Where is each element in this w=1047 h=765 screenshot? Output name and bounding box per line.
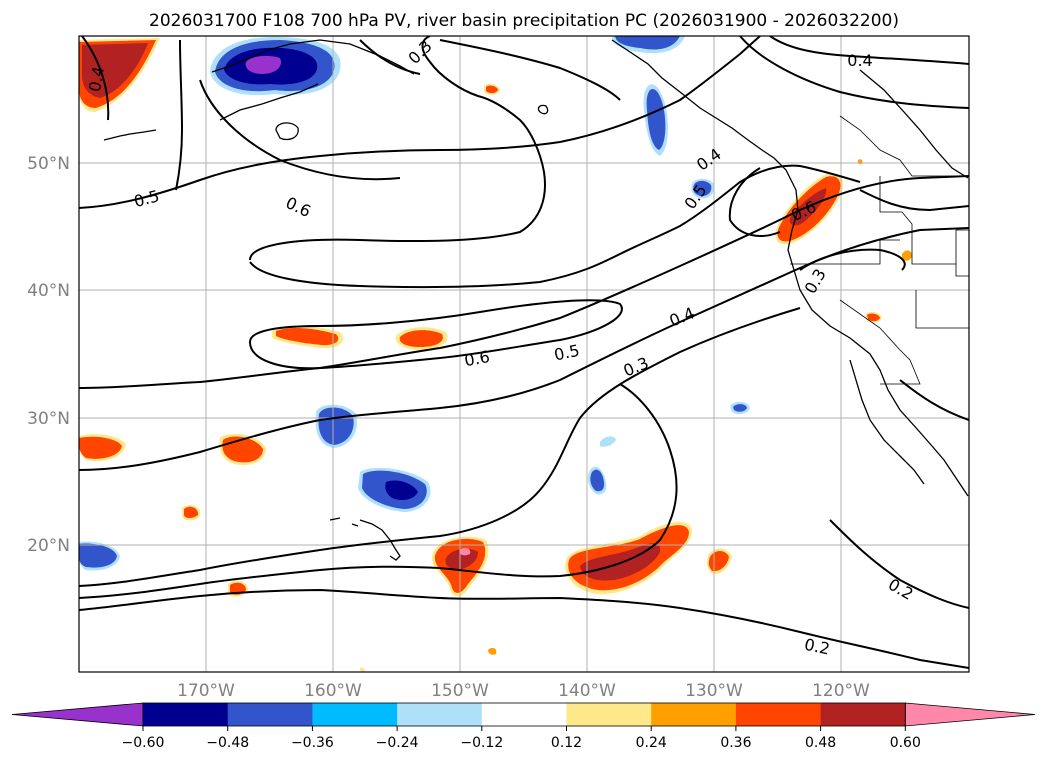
colorbar-cell bbox=[312, 703, 398, 726]
colorbar-frame bbox=[142, 702, 906, 727]
colorbar-tick-label: 0.24 bbox=[636, 735, 667, 751]
colorbar-tick-label: −0.60 bbox=[122, 735, 165, 751]
colorbar-tick-label: 0.48 bbox=[805, 735, 836, 751]
lon-label: 130°W bbox=[685, 681, 743, 701]
coastline-hawaii bbox=[359, 519, 401, 561]
colorbar-tick-label: −0.48 bbox=[206, 735, 249, 751]
map-background bbox=[79, 36, 969, 672]
colorbar-cell bbox=[143, 703, 229, 726]
lat-label: 30°N bbox=[27, 409, 70, 429]
colorbar-over-extension bbox=[904, 702, 1036, 727]
contour-label: 0.4 bbox=[847, 51, 872, 70]
colorbar-cell bbox=[651, 703, 737, 726]
lon-label: 140°W bbox=[558, 681, 616, 701]
lon-label: 160°W bbox=[304, 681, 362, 701]
political-borders bbox=[790, 115, 969, 385]
map-gridlines bbox=[79, 36, 969, 672]
pv-contours bbox=[79, 36, 969, 669]
contour-label: 0.5 bbox=[552, 341, 581, 365]
lon-label: 150°W bbox=[431, 681, 489, 701]
figure-title: 2026031700 F108 700 hPa PV, river basin … bbox=[149, 11, 899, 31]
coastline-alaska bbox=[211, 39, 415, 75]
lat-label: 20°N bbox=[27, 536, 70, 556]
colorbar-tick-label: 0.12 bbox=[551, 735, 582, 751]
colorbar-cell bbox=[735, 703, 822, 726]
colorbar: −0.60 −0.48 −0.36 −0.24 −0.12 0.12 0.24 0.36 0.4… bbox=[11, 702, 1036, 751]
colorbar-tick-label: 0.60 bbox=[890, 735, 921, 751]
colorbar-tick-label: 0.36 bbox=[720, 735, 751, 751]
colorbar-under-extension bbox=[11, 702, 144, 727]
map-panel: 0.4 0.3 0.5 0.6 0.4 0.5 0.6 0.3 0.6 0.5 … bbox=[27, 35, 970, 701]
colorbar-cell bbox=[820, 703, 906, 726]
lat-label: 40°N bbox=[27, 281, 70, 301]
colorbar-tick-label: −0.24 bbox=[376, 735, 419, 751]
colorbar-cell bbox=[227, 703, 313, 726]
coastlines bbox=[103, 39, 969, 561]
contour-label: 0.4 bbox=[85, 65, 108, 93]
map-frame bbox=[78, 35, 970, 673]
contour-label: 0.6 bbox=[463, 347, 491, 370]
longitude-labels: 170°W 160°W 150°W 140°W 130°W 120°W bbox=[177, 681, 870, 701]
colorbar-tick-label: −0.36 bbox=[291, 735, 334, 751]
colorbar-cell bbox=[481, 703, 567, 726]
contour-label: 0.2 bbox=[803, 635, 832, 659]
coastline-west-coast bbox=[611, 39, 969, 497]
colorbar-cell bbox=[566, 703, 652, 726]
lon-label: 120°W bbox=[812, 681, 870, 701]
lat-label: 50°N bbox=[27, 154, 70, 174]
colorbar-cell bbox=[397, 703, 483, 726]
lon-label: 170°W bbox=[177, 681, 235, 701]
colorbar-tick-label: −0.12 bbox=[460, 735, 503, 751]
latitude-labels: 50°N 40°N 30°N 20°N bbox=[27, 154, 70, 556]
